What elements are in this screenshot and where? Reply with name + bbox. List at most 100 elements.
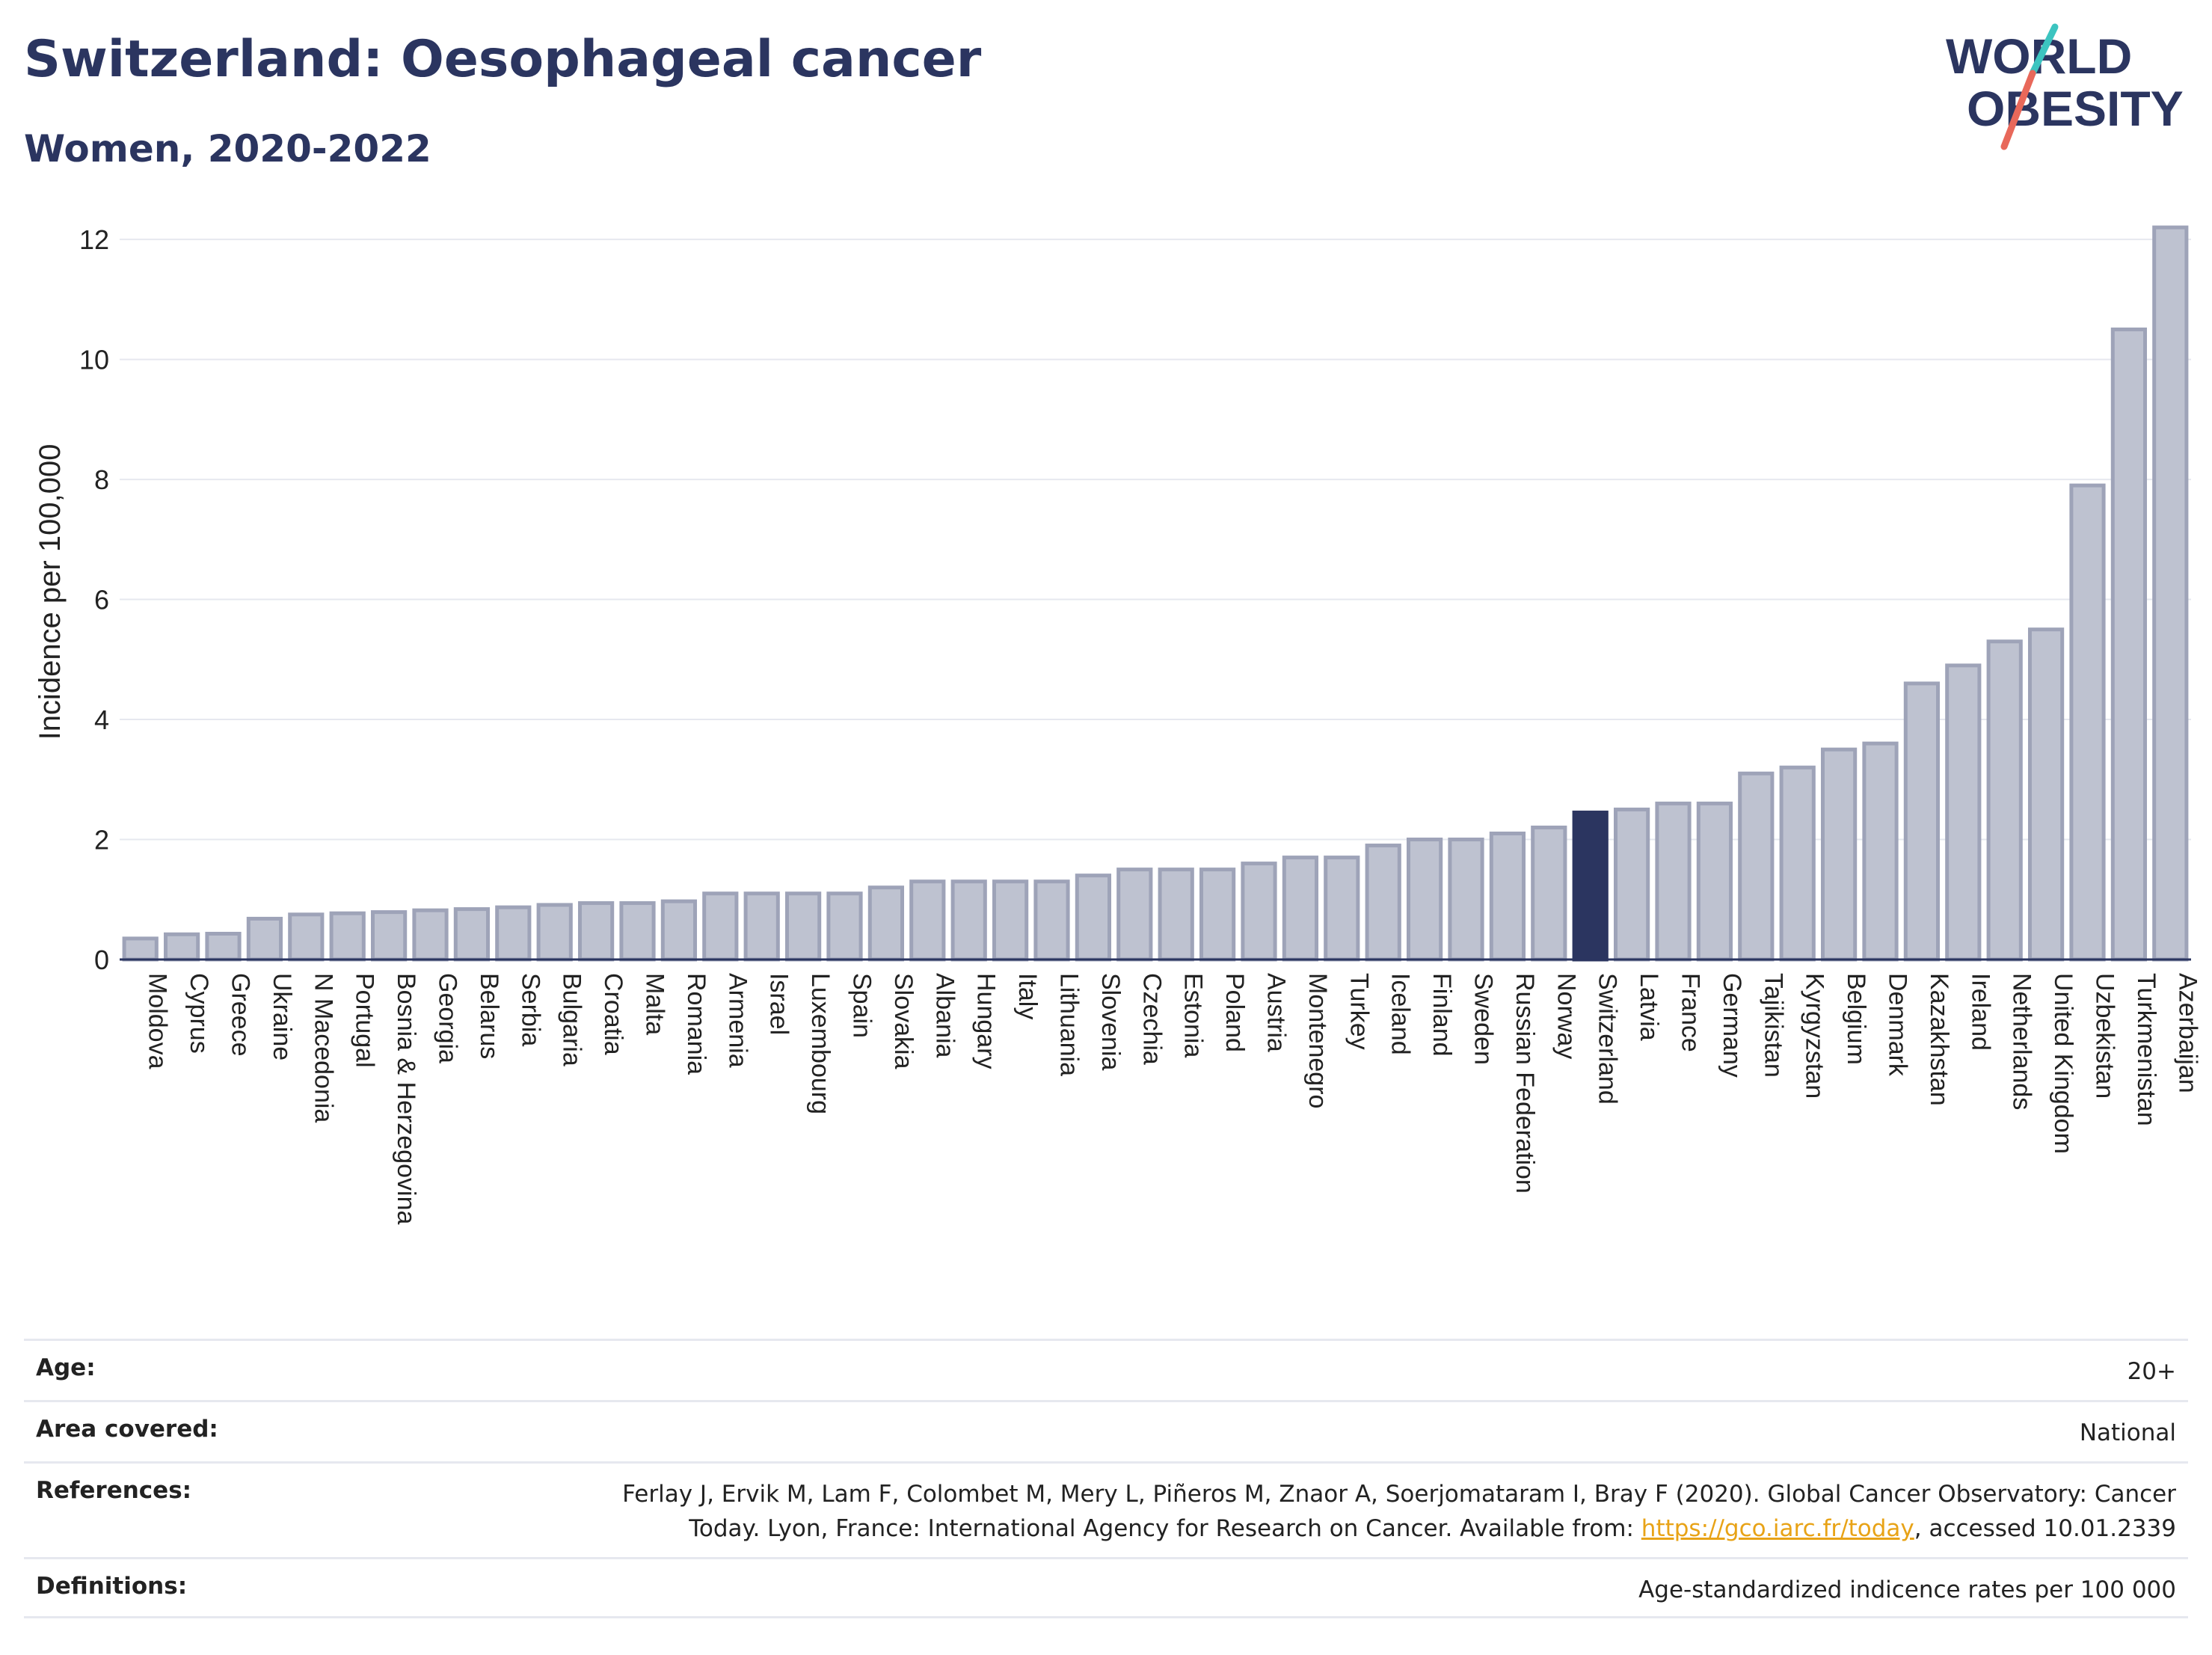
x-tick-label: Kazakhstan <box>1925 973 1953 1106</box>
y-tick-label: 4 <box>94 704 109 735</box>
x-tick-label: N Macedonia <box>309 973 337 1123</box>
references-label: References: <box>36 1477 192 1504</box>
info-table: Age: 20+ Area covered: National Referenc… <box>24 1339 2188 1618</box>
bar-slovenia <box>1075 873 1112 962</box>
age-label: Age: <box>36 1354 96 1381</box>
x-tick-labels: Moldova Cyprus Greece Ukraine N Macedonia Por… <box>144 973 2202 1225</box>
bar-israel <box>743 891 780 962</box>
x-tick-label: Turkey <box>1345 973 1373 1050</box>
info-row-references: References: Ferlay J, Ervik M, Lam F, Co… <box>24 1461 2188 1557</box>
bars <box>122 225 2189 962</box>
x-tick-label: Ukraine <box>268 973 296 1060</box>
logo-slash-teal <box>2029 23 2059 77</box>
logo-line-2: OBESITY <box>1967 81 2184 136</box>
bar-ireland <box>1945 663 1982 962</box>
x-tick-label: Bosnia & Herzegovina <box>392 973 420 1225</box>
x-tick-label: Finland <box>1428 973 1456 1057</box>
x-tick-label: Estonia <box>1179 973 1208 1057</box>
x-tick-label: Hungary <box>972 973 1001 1069</box>
bar-turkey <box>1324 856 1360 962</box>
bar-n-macedonia <box>288 912 325 962</box>
y-tick-label: 2 <box>94 825 109 856</box>
bar-turkmenistan <box>2110 327 2148 962</box>
x-tick-label: Czechia <box>1137 973 1166 1065</box>
references-link[interactable]: https://gco.iarc.fr/today <box>1641 1515 1914 1542</box>
bar-chart: 0 2 4 6 8 10 12 Moldova Cyprus Greece Ukraine N Ma… <box>34 224 2202 1225</box>
x-tick-label: Germany <box>1718 973 1746 1078</box>
x-tick-label: Bulgaria <box>558 973 586 1066</box>
x-tick-label: Sweden <box>1469 973 1498 1065</box>
page-subtitle: Women, 2020-2022 <box>24 127 431 171</box>
bar-germany <box>1696 801 1733 962</box>
x-tick-label: Georgia <box>434 973 462 1063</box>
x-tick-label: Azerbaijan <box>2173 973 2202 1093</box>
bar-tajikistan <box>1738 771 1775 962</box>
x-tick-label: Belarus <box>475 973 503 1059</box>
bar-armenia <box>702 891 739 962</box>
x-tick-label: Denmark <box>1884 973 1912 1077</box>
y-tick-labels: 0 2 4 6 8 10 12 <box>79 224 109 975</box>
bar-spain <box>826 891 863 962</box>
area-value: National <box>2079 1419 2176 1446</box>
x-tick-label: Turkmenistan <box>2132 973 2160 1126</box>
bar-ukraine <box>246 916 283 962</box>
x-tick-label: Spain <box>848 973 876 1038</box>
x-tick-label: Moldova <box>144 973 172 1069</box>
x-tick-label: Poland <box>1220 973 1249 1052</box>
page-title: Switzerland: Oesophageal cancer <box>24 30 982 89</box>
world-obesity-logo: WORLD OBESITY <box>1946 23 2184 150</box>
x-tick-label: Greece <box>227 973 255 1057</box>
bar-kazakhstan <box>1903 681 1941 962</box>
bar-moldova <box>122 936 159 962</box>
bar-norway <box>1531 825 1567 962</box>
x-tick-label: Switzerland <box>1594 973 1622 1105</box>
x-tick-label: Slovakia <box>889 973 918 1069</box>
x-tick-label: Portugal <box>351 973 379 1068</box>
info-row-area: Area covered: National <box>24 1400 2188 1461</box>
bar-sweden <box>1448 838 1484 962</box>
info-row-age: Age: 20+ <box>24 1339 2188 1400</box>
bar-latvia <box>1613 807 1650 962</box>
references-text-1: Ferlay J, Ervik M, Lam F, Colombet M, Me… <box>622 1481 2176 1508</box>
bar-luxembourg <box>784 891 822 962</box>
x-tick-label: Lithuania <box>1055 973 1084 1076</box>
x-tick-label: Serbia <box>516 973 544 1046</box>
x-tick-label: Uzbekistan <box>2091 973 2119 1099</box>
y-tick-label: 0 <box>94 945 109 975</box>
x-tick-label: Montenegro <box>1303 973 1332 1108</box>
y-axis-label: Incidence per 100,000 <box>34 444 67 740</box>
bar-greece <box>205 931 242 962</box>
bar-georgia <box>412 908 449 962</box>
bar-poland <box>1199 868 1236 962</box>
bar-kyrgyzstan <box>1779 765 1816 962</box>
x-tick-label: France <box>1677 973 1705 1052</box>
bar-france <box>1655 801 1692 962</box>
bar-azerbaijan <box>2152 225 2189 962</box>
bar-slovakia <box>867 885 905 962</box>
definitions-value: Age-standardized indicence rates per 100… <box>1638 1576 2176 1603</box>
y-tick-label: 10 <box>79 345 109 375</box>
x-tick-label: Slovenia <box>1096 973 1125 1071</box>
x-tick-label: Austria <box>1262 973 1291 1052</box>
bar-montenegro <box>1282 856 1319 962</box>
x-tick-label: Israel <box>765 973 793 1035</box>
bar-bosnia-herzegovina <box>370 910 408 962</box>
bar-bulgaria <box>536 903 573 962</box>
x-tick-label: Tajikistan <box>1759 973 1787 1078</box>
x-tick-label: Albania <box>930 973 959 1058</box>
y-tick-label: 6 <box>94 585 109 615</box>
y-tick-label: 12 <box>79 224 109 255</box>
age-value: 20+ <box>2127 1358 2176 1385</box>
bar-croatia <box>577 901 615 962</box>
x-tick-label: Iceland <box>1386 973 1415 1055</box>
bar-czechia <box>1116 868 1153 962</box>
bar-iceland <box>1365 844 1401 962</box>
x-tick-label: Cyprus <box>185 973 213 1054</box>
bar-switzerland <box>1572 810 1609 962</box>
x-tick-label: Luxembourg <box>806 973 835 1114</box>
x-tick-label: Romania <box>682 973 710 1075</box>
y-tick-label: 8 <box>94 464 109 495</box>
references-text-3: , accessed 10.01.2339 <box>1914 1515 2176 1542</box>
bar-portugal <box>329 911 366 962</box>
references-value: Ferlay J, Ervik M, Lam F, Colombet M, Me… <box>456 1477 2188 1546</box>
